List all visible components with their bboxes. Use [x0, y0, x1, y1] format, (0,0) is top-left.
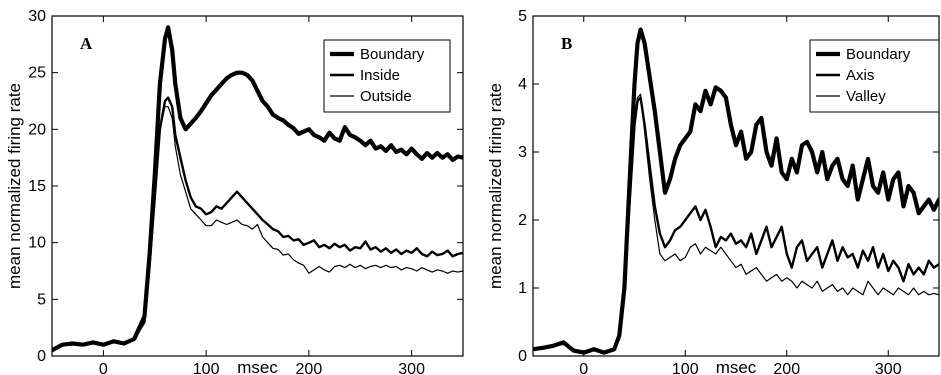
panel-b-x-axis-label: msec [716, 358, 757, 375]
panel-b-y-tick-label: 0 [518, 348, 527, 365]
panel-a-y-tick-label: 30 [28, 8, 46, 25]
panel-a-x-tick-label: 200 [296, 361, 323, 375]
panel-a-boundary-line [52, 25, 463, 353]
panel-a-x-tick-label: 100 [193, 361, 220, 375]
panel-b-x-tick-label: 0 [579, 361, 588, 375]
panel-a-legend-label-outside: Outside [360, 88, 412, 105]
panel-b-y-axis-label: mean normalized firing rate [486, 83, 505, 289]
panel-a-legend-label-inside: Inside [360, 67, 400, 84]
panel-b-x-tick-label: 200 [773, 361, 800, 375]
panel-a-x-axis-label: msec [237, 358, 278, 375]
panel-b-legend-label-axis: Axis [846, 67, 874, 84]
panel-b-y-tick-label: 5 [518, 8, 527, 25]
panel-a-y-axis-label: mean normalized firing rate [5, 83, 24, 289]
panel-a-x-tick-label: 300 [398, 361, 425, 375]
panel-b-legend-label-boundary: Boundary [846, 46, 911, 63]
panel-b-y-tick-label: 3 [518, 144, 527, 161]
panel-a-y-tick-label: 20 [28, 121, 46, 138]
panel-b-y-tick-label: 4 [518, 76, 527, 93]
panel-b-legend-label-valley: Valley [846, 88, 886, 105]
panel-b-y-tick-label: 2 [518, 212, 527, 229]
panel-b-panel-label: B [561, 34, 572, 53]
panel-a-panel-label: A [80, 34, 93, 53]
panel-a-y-tick-label: 15 [28, 178, 46, 195]
panel-b-y-tick-label: 1 [518, 280, 527, 297]
panel-a-outside-line [52, 106, 463, 351]
panel-a-y-tick-label: 5 [37, 291, 46, 308]
panel-b-legend: Boundary Axis Valley [809, 39, 940, 113]
panel-b-chart: 0 100 200 300 0 1 2 3 4 5 msec mean normalized firi… [486, 8, 940, 375]
panel-b-x-tick-label: 300 [875, 361, 902, 375]
panel-a-legend-label-boundary: Boundary [360, 46, 425, 63]
panel-a-chart: 0 100 200 300 0 5 10 15 20 25 30 msec mean normalize… [5, 8, 464, 375]
panel-b-boundary-line [533, 27, 939, 355]
panel-a-y-tick-label: 25 [28, 65, 46, 82]
panel-b-valley-line [533, 93, 939, 354]
panel-a-legend: Boundary Inside Outside [323, 39, 451, 113]
panel-b-x-tick-label: 100 [672, 361, 699, 375]
panel-a-y-tick-label: 10 [28, 235, 46, 252]
panel-b-axis-line [533, 96, 939, 354]
panel-a-x-tick-label: 0 [99, 361, 108, 375]
panel-b-axes-box [532, 15, 940, 357]
panel-a-y-tick-label: 0 [37, 348, 46, 365]
